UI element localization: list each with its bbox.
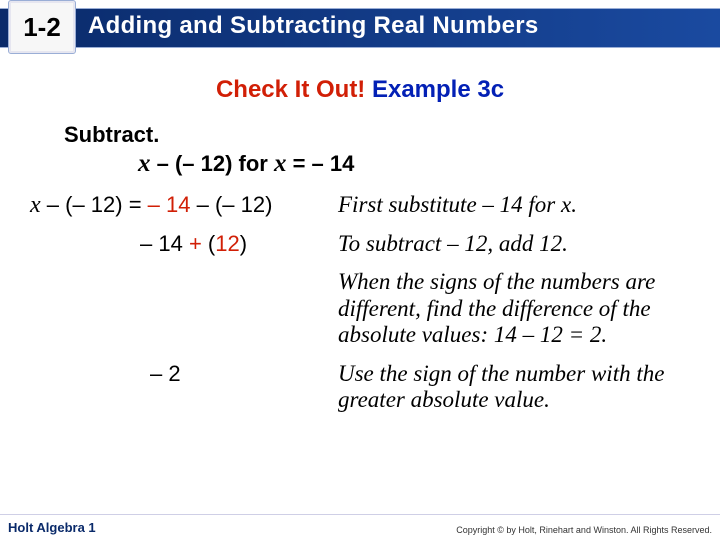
problem-var-x: x xyxy=(138,150,151,177)
example-number-label: Example 3c xyxy=(365,76,504,103)
example-label: Check It Out! Example 3c xyxy=(28,76,692,104)
step-rhs: First substitute – 14 for x. xyxy=(338,192,692,219)
check-it-out-label: Check It Out! xyxy=(216,76,365,103)
step-rhs: Use the sign of the number with the grea… xyxy=(338,361,692,414)
header: 1-2 Adding and Subtracting Real Numbers xyxy=(0,0,720,56)
content-area: Check It Out! Example 3c Subtract. x – (… xyxy=(0,60,720,414)
step-rhs: To subtract – 12, add 12. xyxy=(338,231,692,257)
problem-expression: x – (– 12) for x = – 14 xyxy=(138,150,692,178)
problem-text-2: = – 14 xyxy=(286,151,354,176)
step-rhs: When the signs of the numbers are differ… xyxy=(338,269,692,348)
step-lhs: x – (– 12) = – 14 – (– 12) xyxy=(28,192,318,219)
page-title: Adding and Subtracting Real Numbers xyxy=(88,12,539,40)
problem-var-x2: x xyxy=(274,150,287,177)
problem-text-1: – (– 12) for xyxy=(151,151,274,176)
footer: Holt Algebra 1 Copyright © by Holt, Rine… xyxy=(0,514,720,540)
problem-instruction: Subtract. xyxy=(64,122,692,148)
steps-table: x – (– 12) = – 14 – (– 12) First substit… xyxy=(28,192,692,414)
step-lhs: – 2 xyxy=(28,361,318,414)
footer-copyright: Copyright © by Holt, Rinehart and Winsto… xyxy=(456,525,712,535)
section-number-tab: 1-2 xyxy=(8,0,76,54)
footer-book-title: Holt Algebra 1 xyxy=(8,520,96,535)
step-lhs: – 14 + (12) xyxy=(28,231,318,257)
step-lhs xyxy=(28,269,318,348)
